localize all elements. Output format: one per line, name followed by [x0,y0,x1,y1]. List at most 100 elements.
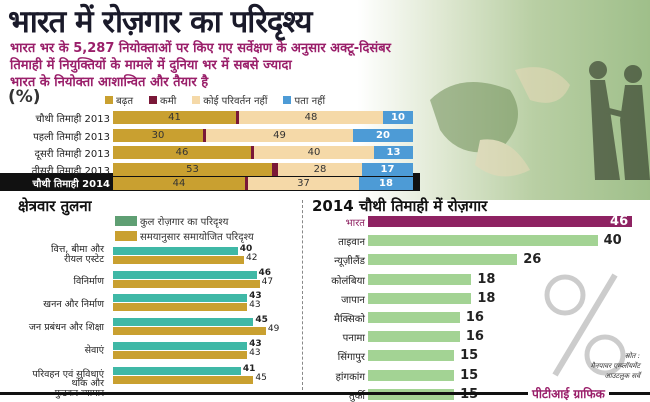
legend-item: बढ़त [105,93,133,107]
bar-segment-2: 28 [278,163,362,176]
sector-bar-adjusted [113,351,248,359]
data-label: 15 [460,348,479,364]
sector-bar-adjusted [113,280,260,288]
quarter-label: दूसरी तिमाही 2013 [34,149,110,160]
bar-segment-2: 48 [239,111,383,124]
data-label: 42 [246,253,258,263]
data-label: 46 [175,147,189,158]
data-label: 20 [376,130,390,141]
quarter-legend: बढ़त कमी कोई परिवर्तन नहीं पता नहीं [105,93,325,107]
data-label: 16 [465,310,484,325]
sector-label: जन प्रबंधन और शिक्षा [28,322,104,333]
data-label: 47 [261,277,274,287]
data-label: 41 [168,112,181,123]
country-label: ताइवान [338,237,365,249]
sector-label: रीयल एस्टेट [64,254,104,265]
bottom-rule [0,392,650,395]
country-label: न्यूज़ीलैंड [334,256,365,268]
data-label: 45 [255,315,268,325]
data-label: 43 [249,348,261,358]
data-label: 45 [255,373,267,383]
data-label: 40 [603,233,622,249]
country-label: पनामा [342,333,365,345]
sector-bar-total [113,294,248,302]
bar-segment-2: 40 [254,146,374,159]
sector-bar-total [113,271,257,279]
sector-label: विनिर्माण [73,276,105,287]
source-line: मैनपावर एम्प्लॉयमेंट [590,362,640,370]
bar-segment-3: 13 [374,146,413,159]
country-label: हांगकांग [335,371,365,383]
bar-segment-0: 46 [113,146,251,159]
sector-bar-adjusted [113,256,245,264]
country-label: कोलंबिया [331,275,365,287]
data-label: 48 [304,112,318,123]
country-bar [368,312,460,323]
subtitle-line: भारत भर के 5,287 नियोक्ताओं पर किए गए सर… [10,41,391,56]
page-title: भारत में रोज़गार का परिदृश्य [8,4,313,40]
graphic-credit: पीटीआई ग्राफिक [528,385,609,402]
data-label: 40 [239,244,253,254]
data-label: 44 [172,178,186,189]
sector-bar-adjusted [113,376,254,384]
legend-item: समयानुसार समायोजित परिदृश्य [115,229,254,243]
country-bar [368,292,472,304]
data-label: 10 [391,112,405,123]
stacked-bar-row: 4413718 [113,177,413,190]
world-map-handshake-image [430,61,650,180]
data-label: 18 [477,290,496,306]
country-label: भारत [345,218,365,229]
country-label: सिंगापुर [337,352,365,364]
sector-label: सेवाएं [84,345,104,356]
bar-segment-2: 49 [206,129,353,142]
sector-bar-adjusted [113,327,266,335]
data-label: 30 [151,130,165,141]
stacked-bar-row: 3014920 [113,129,413,142]
quarter-label: चौथी तिमाही 2013 [35,114,111,125]
data-label: 28 [313,164,327,175]
country-bar [368,369,455,381]
data-label: 46 [258,268,272,278]
bar-segment-0: 53 [113,163,272,176]
country-bar [368,254,518,266]
divider [302,200,303,390]
country-bar [368,273,472,285]
data-label: 53 [186,164,199,175]
bar-segment-3: 17 [362,163,413,176]
sector-bar-total [113,247,238,255]
subtitle-line: तिमाही में नियुक्तियों के मामले में दुनि… [10,58,292,73]
bar-segment-3: 20 [353,129,413,142]
data-label: 40 [307,147,321,158]
sector-label: खनन और निर्माण [43,299,104,310]
data-label: 49 [273,130,286,141]
source-label: स्रोत : [624,352,640,360]
country-label: जापान [341,294,365,306]
data-label: 16 [465,329,484,345]
data-label: 18 [379,178,393,189]
legend-item: कुल रोज़गार का परिदृश्य [115,214,228,228]
data-label: 43 [249,291,262,301]
data-label: 41 [242,364,256,374]
bar-segment-3: 10 [383,111,413,124]
sector-bar-total [113,318,254,326]
data-label: 43 [249,300,261,310]
quarter-label: पहली तिमाही 2013 [33,132,110,143]
country-label: मैक्सिको [334,314,365,325]
data-label: 49 [267,324,280,334]
stacked-bar-row: 4614013 [113,146,413,159]
data-label: 46 [610,214,629,229]
sector-label: थोक और [71,378,104,389]
legend-item: पता नहीं [283,93,325,107]
country-bar [368,350,455,362]
data-label: 43 [249,339,262,349]
percent-unit-label: (%) [8,87,41,107]
country-bar [368,216,633,227]
data-label: 18 [477,271,496,287]
bar-segment-2: 37 [248,177,359,190]
sector-label: वित्त, बीमा और [51,244,104,255]
data-label: 13 [386,147,401,158]
sector-bar-adjusted [113,303,248,311]
bar-segment-0: 41 [113,111,236,124]
stacked-bar-row: 4114810 [113,111,413,124]
country-bar [368,235,598,247]
